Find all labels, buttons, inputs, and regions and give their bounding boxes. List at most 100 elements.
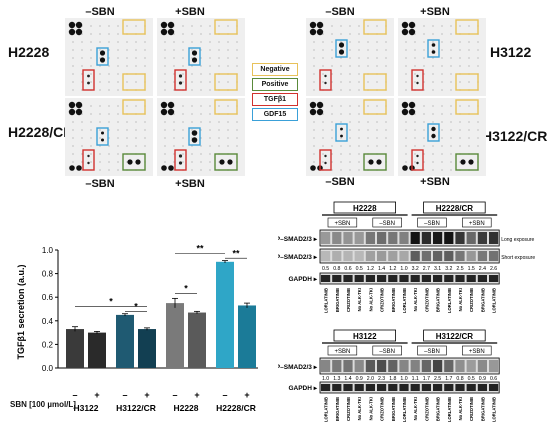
negative-box xyxy=(122,19,146,35)
tgfb1-box xyxy=(319,149,332,171)
western-blots: H2228 H2228/CR +SBN –SBN –SBN +SBN P–SMAD2/3 ▸… xyxy=(278,201,535,422)
array-spot xyxy=(200,25,202,27)
array-spot xyxy=(218,137,220,139)
array-spot xyxy=(117,161,119,163)
array-spot xyxy=(423,49,425,51)
quant-value: 0.6 xyxy=(344,266,351,272)
array-spot xyxy=(209,25,211,27)
lane-label: No ALK-TKI xyxy=(413,288,418,311)
array-spot xyxy=(322,41,324,43)
array-spot xyxy=(182,161,184,163)
array-h2228cr-plus xyxy=(157,98,245,176)
array-spot xyxy=(340,169,342,171)
array-spot xyxy=(340,89,342,91)
negative-box xyxy=(363,99,387,115)
subgroup-label: +SBN xyxy=(469,349,485,355)
array-spot xyxy=(164,161,166,163)
array-spot xyxy=(468,137,470,139)
array-spot xyxy=(340,81,342,83)
array-spot xyxy=(405,137,407,139)
lane-label: CRIZOTINIB xyxy=(424,397,429,421)
array-spot xyxy=(72,89,74,91)
array-spot xyxy=(173,65,175,67)
array-spot xyxy=(191,25,193,27)
array-spot xyxy=(313,121,315,123)
gapdh-top-band xyxy=(365,275,375,282)
array-spot xyxy=(450,73,452,75)
dark-spot xyxy=(340,134,343,138)
array-spot xyxy=(376,137,378,139)
control-box-bottom xyxy=(455,73,479,91)
bar xyxy=(166,303,184,368)
gapdh-top-band xyxy=(399,275,409,282)
array-spot xyxy=(182,41,184,43)
array-spot xyxy=(72,65,74,67)
array-spot xyxy=(191,161,193,163)
array-spot xyxy=(81,145,83,147)
array-spot xyxy=(322,65,324,67)
array-spot xyxy=(414,57,416,59)
array-spot xyxy=(349,25,351,27)
array-spot xyxy=(385,129,387,131)
negative-box xyxy=(363,19,387,35)
array-spot xyxy=(81,49,83,51)
array-h2228-minus xyxy=(65,18,153,96)
array-spot xyxy=(209,137,211,139)
array-spot xyxy=(423,145,425,147)
array-spot xyxy=(99,81,101,83)
array-spot xyxy=(331,65,333,67)
dark-spot xyxy=(191,50,198,56)
long-exposure-band xyxy=(444,232,454,244)
lane-label: LORLATINIB xyxy=(402,288,407,313)
array-spot xyxy=(450,89,452,91)
array-spot xyxy=(331,49,333,51)
quant-value: 1.2 xyxy=(367,266,374,272)
array-spot xyxy=(81,137,83,139)
array-spot xyxy=(414,145,416,147)
x-category-label: H3122 xyxy=(73,403,98,413)
dark-spot xyxy=(431,43,436,47)
array-spot xyxy=(450,41,452,43)
array-spot xyxy=(99,153,101,155)
subgroup-label: +SBN xyxy=(334,349,350,355)
quant-value: 2.4 xyxy=(479,266,486,272)
array-spot xyxy=(144,65,146,67)
array-spot xyxy=(385,57,387,59)
array-spot xyxy=(477,121,479,123)
tgfb1-spot xyxy=(324,81,327,85)
array-spot xyxy=(90,161,92,163)
array-spot xyxy=(135,65,137,67)
significance-marker: * xyxy=(134,301,138,311)
array-spot xyxy=(432,105,434,107)
array-spot xyxy=(236,121,238,123)
dark-spot xyxy=(468,159,474,165)
array-spot xyxy=(450,57,452,59)
quant-value: 3.1 xyxy=(434,266,441,272)
short-exposure-strip xyxy=(319,248,500,264)
array-spot xyxy=(81,57,83,59)
quant-value: 1.0 xyxy=(400,376,407,382)
array-spot xyxy=(322,73,324,75)
tgfb1-spot xyxy=(87,161,90,165)
array-spot xyxy=(218,145,220,147)
array-spot xyxy=(108,153,110,155)
psmad-bottom-band xyxy=(455,360,465,372)
short-exposure-band xyxy=(377,251,387,261)
array-spot xyxy=(331,121,333,123)
array-spot xyxy=(135,49,137,51)
array-spot xyxy=(358,145,360,147)
array-spot xyxy=(236,57,238,59)
array-spot xyxy=(477,129,479,131)
lane-label: LORLATINIB xyxy=(324,397,329,422)
array-spot xyxy=(209,81,211,83)
array-spot xyxy=(432,113,434,115)
array-spot xyxy=(236,129,238,131)
blot-row-label: P–SMAD2/3 ▸ xyxy=(278,254,318,261)
long-exposure-band xyxy=(377,232,387,244)
lane-label: No ALK-TKI xyxy=(368,397,373,420)
subgroup-box xyxy=(327,345,358,356)
array-spot xyxy=(218,49,220,51)
gapdh-bottom-band xyxy=(421,384,431,391)
gapdh-top-band xyxy=(410,275,420,282)
array-spot xyxy=(164,137,166,139)
